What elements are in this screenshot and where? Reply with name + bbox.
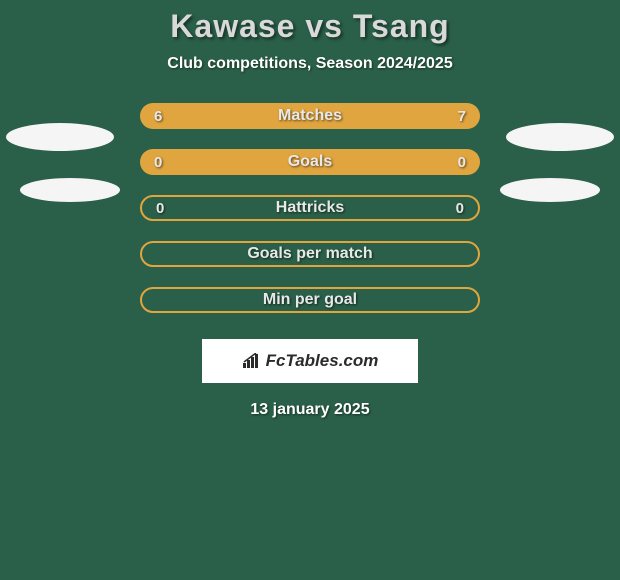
- stat-label: Goals: [288, 153, 332, 171]
- stat-label: Matches: [278, 107, 342, 125]
- player-right-ellipse-1: [506, 123, 614, 151]
- stat-label: Goals per match: [247, 245, 372, 263]
- logo-text: FcTables.com: [242, 351, 379, 371]
- stat-row-goals: 0 Goals 0: [140, 149, 480, 175]
- stat-left-value: 0: [156, 200, 164, 217]
- stat-row-min-per-goal: Min per goal: [140, 287, 480, 313]
- stat-row-hattricks: 0 Hattricks 0: [140, 195, 480, 221]
- logo-box[interactable]: FcTables.com: [202, 339, 418, 383]
- stat-row-matches: 6 Matches 7: [140, 103, 480, 129]
- stat-right-value: 0: [458, 154, 466, 171]
- logo-label: FcTables.com: [266, 351, 379, 371]
- date-label: 13 january 2025: [250, 401, 369, 419]
- player-left-ellipse-1: [6, 123, 114, 151]
- stat-right-value: 0: [456, 200, 464, 217]
- player-right-ellipse-2: [500, 178, 600, 202]
- stat-row-goals-per-match: Goals per match: [140, 241, 480, 267]
- stat-label: Min per goal: [263, 291, 357, 309]
- player-left-ellipse-2: [20, 178, 120, 202]
- stat-right-value: 7: [458, 108, 466, 125]
- stat-left-value: 6: [154, 108, 162, 125]
- season-subtitle: Club competitions, Season 2024/2025: [167, 55, 452, 73]
- chart-icon: [242, 353, 262, 369]
- comparison-title: Kawase vs Tsang: [170, 8, 449, 45]
- stat-label: Hattricks: [276, 199, 344, 217]
- stat-left-value: 0: [154, 154, 162, 171]
- main-container: Kawase vs Tsang Club competitions, Seaso…: [0, 0, 620, 419]
